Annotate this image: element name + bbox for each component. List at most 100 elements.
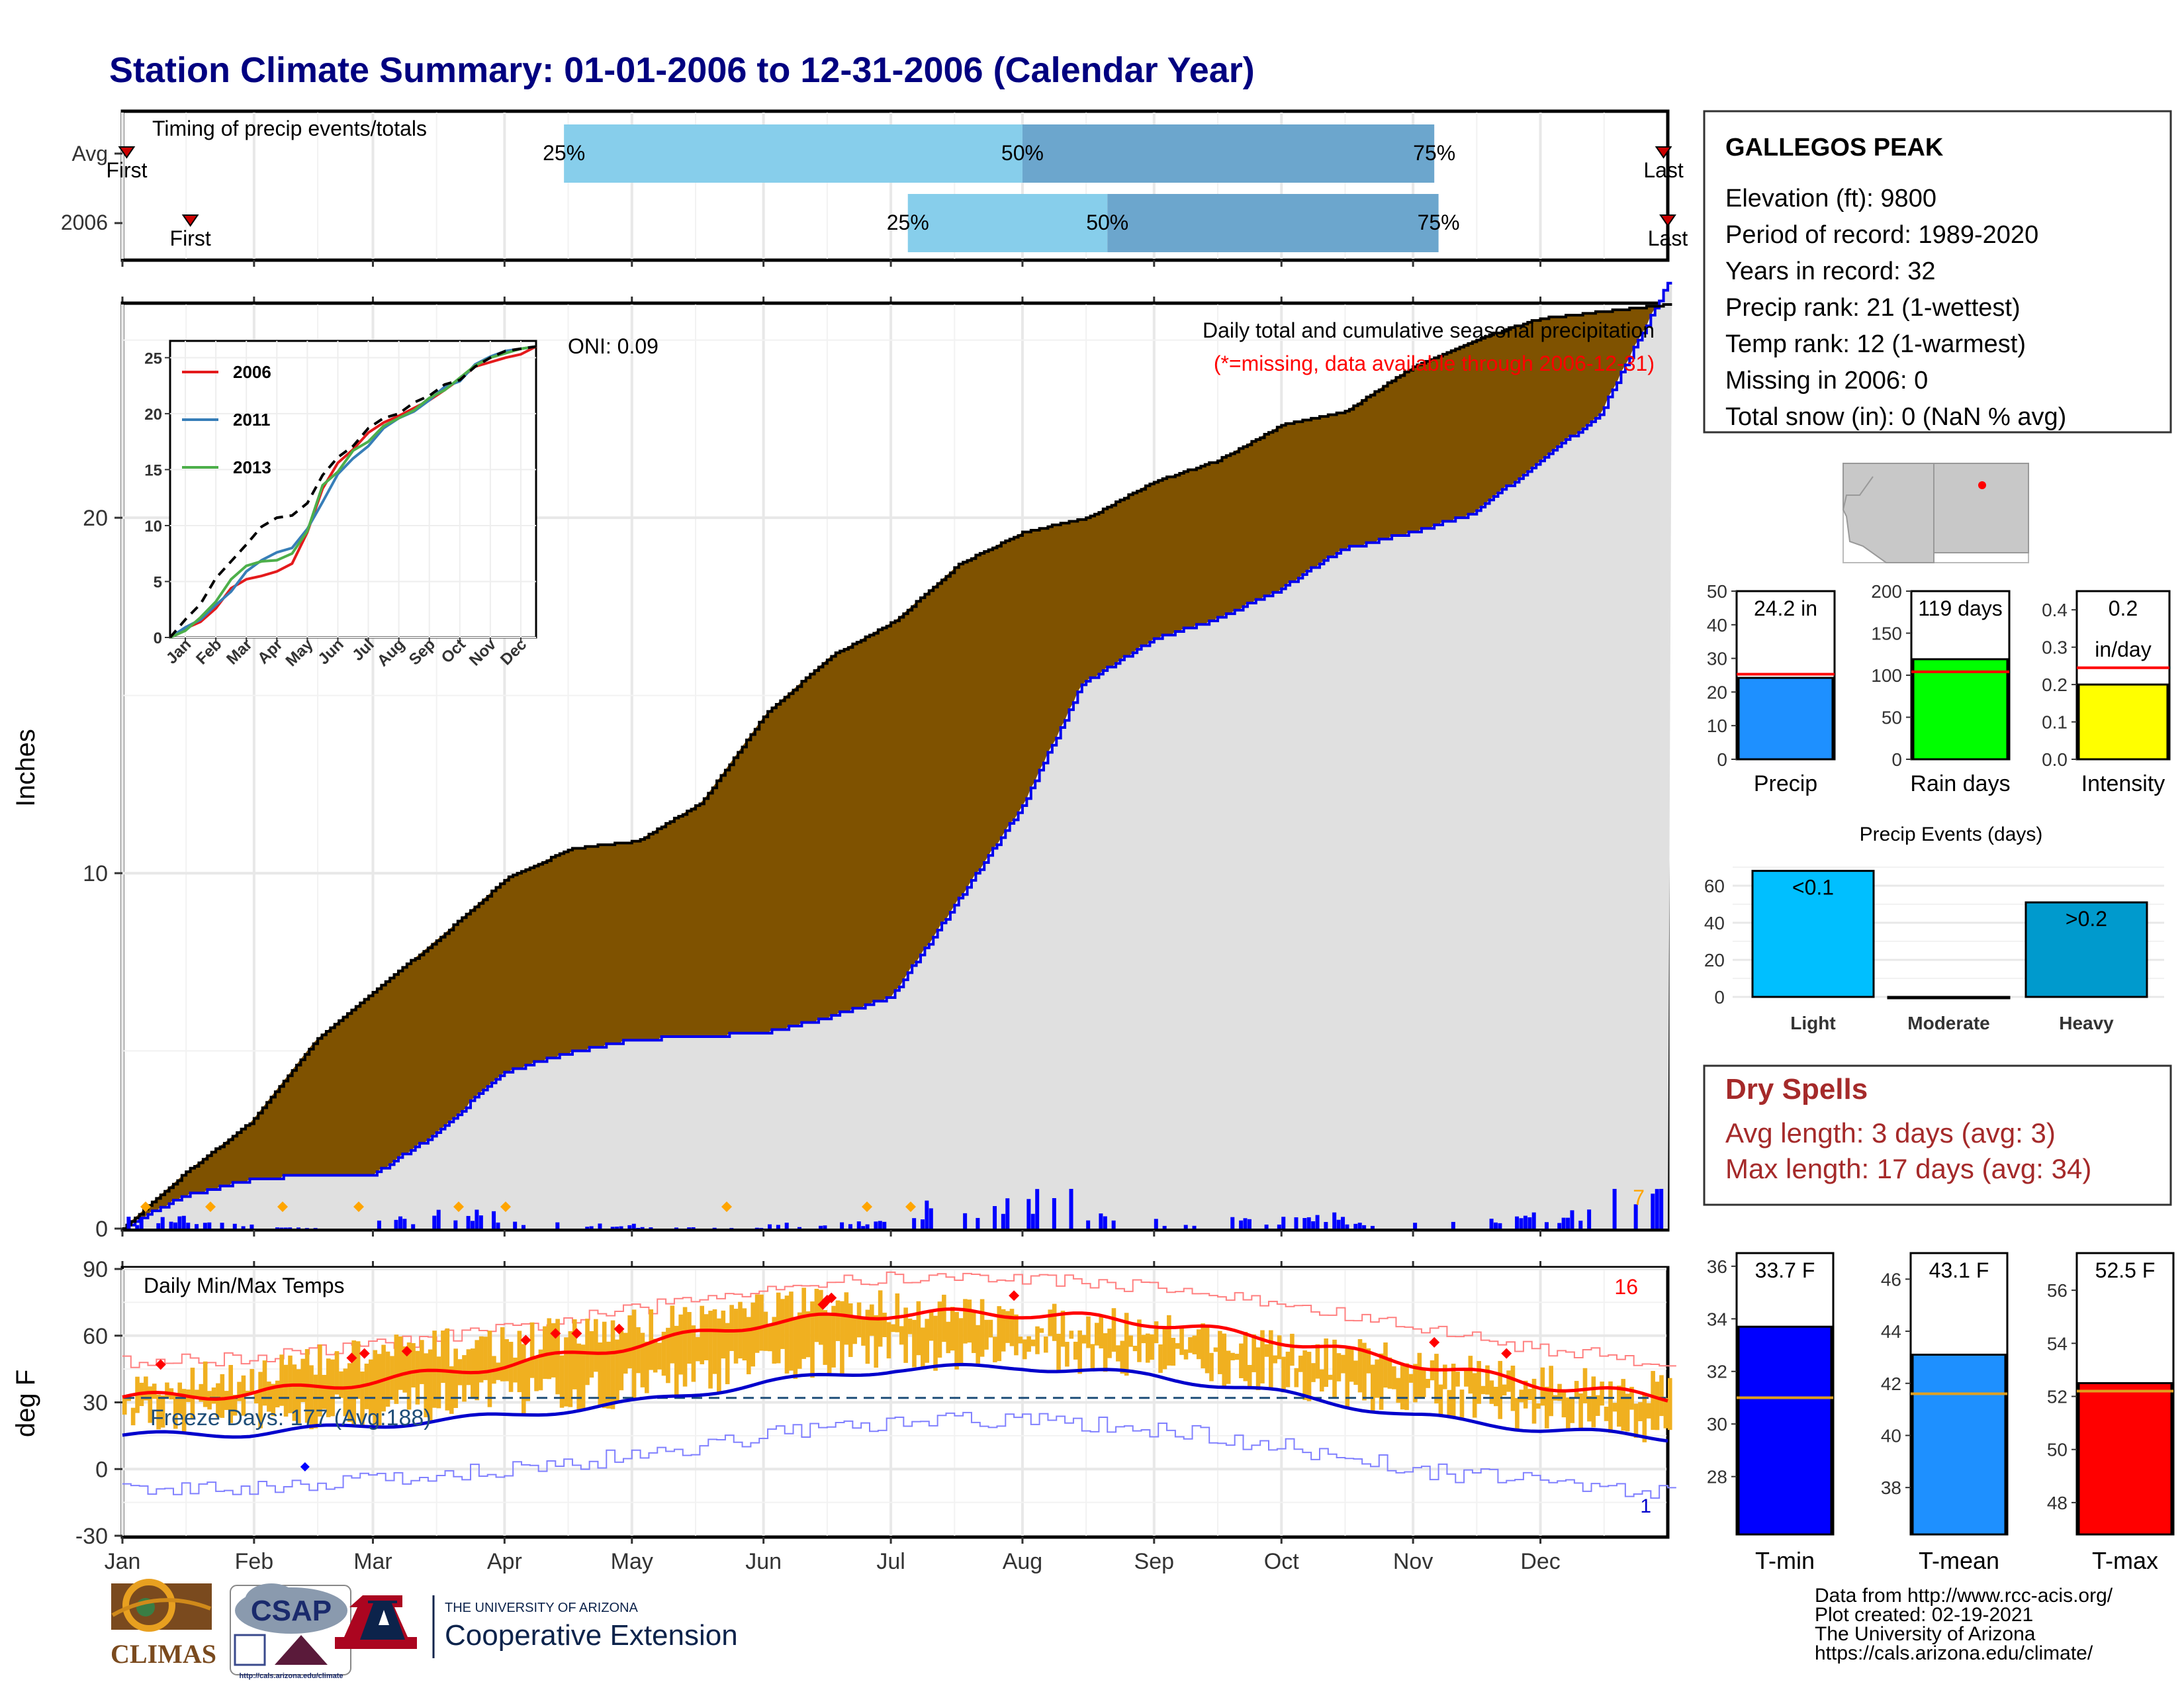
stat-bar-precip bbox=[1737, 677, 1834, 761]
daily-temp-range-bar bbox=[958, 1318, 964, 1364]
year-cumulative-line bbox=[122, 281, 1672, 1230]
daily-temp-range-bar bbox=[1124, 1313, 1129, 1376]
daily-temp-range-bar bbox=[355, 1341, 361, 1399]
daily-precip-bar bbox=[275, 1227, 279, 1229]
temp-bar-t-max bbox=[2077, 1382, 2173, 1536]
legend-label: 2006 bbox=[233, 362, 271, 382]
daily-temp-range-bar bbox=[1290, 1333, 1295, 1366]
csap-logo: CSAP http://cals.arizona.edu/climate bbox=[230, 1583, 351, 1680]
daily-temp-range-bar bbox=[763, 1311, 768, 1351]
daily-temp-range-bar bbox=[801, 1288, 806, 1359]
daily-precip-bar bbox=[1651, 1194, 1655, 1229]
daily-temp-range-bar bbox=[411, 1342, 416, 1387]
first-event-label: First bbox=[106, 158, 147, 182]
daily-temp-range-bar bbox=[1540, 1367, 1545, 1406]
daily-temp-range-bar bbox=[1128, 1335, 1133, 1347]
daily-temp-range-bar bbox=[1014, 1314, 1019, 1356]
daily-precip-bar bbox=[296, 1227, 301, 1229]
daily-precip-bar bbox=[929, 1208, 933, 1229]
daily-temp-range-bar bbox=[606, 1341, 611, 1409]
daily-temp-range-bar bbox=[122, 1395, 127, 1415]
last-event-marker bbox=[1659, 214, 1676, 227]
daily-temp-range-bar bbox=[1324, 1338, 1328, 1387]
daily-temp-range-bar bbox=[250, 1369, 255, 1395]
daily-precip-bar bbox=[1519, 1218, 1524, 1229]
daily-temp-range-bar bbox=[279, 1354, 284, 1406]
temp-bar-tick-label: 40 bbox=[1881, 1425, 1901, 1446]
daily-temp-range-bar bbox=[1515, 1397, 1520, 1431]
daily-precip-bar bbox=[1069, 1189, 1073, 1229]
last-event-label: Last bbox=[1648, 226, 1688, 250]
month-tick-label: Jul bbox=[876, 1549, 905, 1574]
daily-temp-range-bar bbox=[1018, 1336, 1023, 1344]
daily-temp-range-bar bbox=[768, 1323, 772, 1352]
first-event-marker bbox=[181, 214, 199, 227]
daily-temp-range-bar bbox=[144, 1376, 148, 1401]
daily-temp-range-bar bbox=[1319, 1369, 1324, 1392]
temp-bar-tick-label: 56 bbox=[2047, 1280, 2068, 1301]
daily-temp-range-bar bbox=[776, 1292, 781, 1364]
daily-temp-range-bar bbox=[1081, 1335, 1087, 1344]
first-event-label: First bbox=[170, 226, 211, 250]
daily-precip-bar bbox=[1523, 1215, 1527, 1229]
daily-temp-range-bar bbox=[1642, 1393, 1647, 1442]
daily-precip-bar bbox=[478, 1215, 483, 1229]
daily-temp-range-bar bbox=[942, 1294, 946, 1342]
daily-temp-range-bar bbox=[891, 1324, 895, 1333]
daily-temp-range-bar bbox=[1311, 1363, 1316, 1382]
daily-temp-range-bar bbox=[1273, 1355, 1278, 1364]
daily-precip-bar bbox=[598, 1223, 602, 1229]
stat-bar-value: 119 days bbox=[1918, 596, 2003, 620]
daily-precip-bar bbox=[1659, 1189, 1664, 1229]
record-low-marker bbox=[300, 1462, 310, 1472]
month-tick-label: Nov bbox=[1393, 1549, 1433, 1574]
stat-bar-tick-label: 0 bbox=[1717, 749, 1727, 770]
temp-bar-tick-label: 32 bbox=[1707, 1362, 1727, 1382]
daily-temp-range-bar bbox=[1145, 1333, 1150, 1363]
daily-precip-bar bbox=[173, 1222, 177, 1229]
daily-temp-range-bar bbox=[1302, 1350, 1307, 1400]
temp-y-axis-label: deg F bbox=[11, 1370, 40, 1437]
daily-temp-range-bar bbox=[428, 1349, 433, 1423]
daily-temp-range-bar bbox=[1510, 1366, 1516, 1411]
daily-temp-range-bar bbox=[1226, 1350, 1231, 1384]
heavy-event-marker bbox=[353, 1201, 364, 1212]
daily-temp-range-bar bbox=[309, 1365, 314, 1430]
daily-precip-bar bbox=[1515, 1216, 1520, 1229]
daily-temp-range-bar bbox=[1209, 1352, 1214, 1382]
daily-temp-range-bar bbox=[1243, 1332, 1248, 1382]
daily-temp-range-bar bbox=[466, 1349, 471, 1385]
deficit-area bbox=[122, 305, 1668, 1229]
daily-temp-range-bar bbox=[1141, 1335, 1146, 1344]
daily-precip-bar bbox=[823, 1225, 827, 1229]
timing-bar-q50-q75 bbox=[1022, 124, 1435, 183]
daily-temp-range-bar bbox=[504, 1339, 509, 1382]
daily-temp-range-bar bbox=[1218, 1331, 1222, 1374]
stat-bar-tick-label: 200 bbox=[1871, 581, 1902, 602]
stat-bar-value: 0.2 bbox=[2109, 596, 2138, 620]
daily-precip-bar bbox=[1281, 1217, 1286, 1229]
daily-temp-range-bar bbox=[1239, 1343, 1244, 1378]
daily-temp-range-bar bbox=[810, 1301, 815, 1378]
heavy-event-marker bbox=[500, 1201, 511, 1212]
daily-precip-bar bbox=[203, 1223, 207, 1229]
timing-label-50: 50% bbox=[1086, 211, 1128, 234]
daily-precip-bar bbox=[1498, 1223, 1502, 1229]
daily-temp-range-bar bbox=[1633, 1403, 1639, 1438]
daily-temp-range-bar bbox=[976, 1325, 980, 1364]
daily-precip-bar bbox=[1311, 1221, 1316, 1229]
daily-temp-range-bar bbox=[292, 1364, 297, 1421]
daily-precip-bar bbox=[1493, 1222, 1498, 1229]
daily-temp-range-bar bbox=[148, 1386, 153, 1423]
daily-temp-range-bar bbox=[742, 1308, 747, 1361]
daily-temp-range-bar bbox=[895, 1293, 900, 1333]
daily-temp-range-bar bbox=[886, 1322, 891, 1359]
daily-precip-bar bbox=[195, 1224, 199, 1229]
stat-bar-label: Intensity bbox=[2081, 771, 2165, 796]
daily-temp-range-bar bbox=[682, 1307, 688, 1387]
precip-y-axis-label: Inches bbox=[11, 729, 40, 807]
daily-temp-range-bar bbox=[954, 1311, 959, 1370]
freeze-days: Freeze Days: 177 (Avg:188) bbox=[150, 1405, 432, 1430]
daily-temp-range-bar bbox=[1039, 1328, 1044, 1333]
daily-temp-range-bar bbox=[394, 1335, 399, 1404]
